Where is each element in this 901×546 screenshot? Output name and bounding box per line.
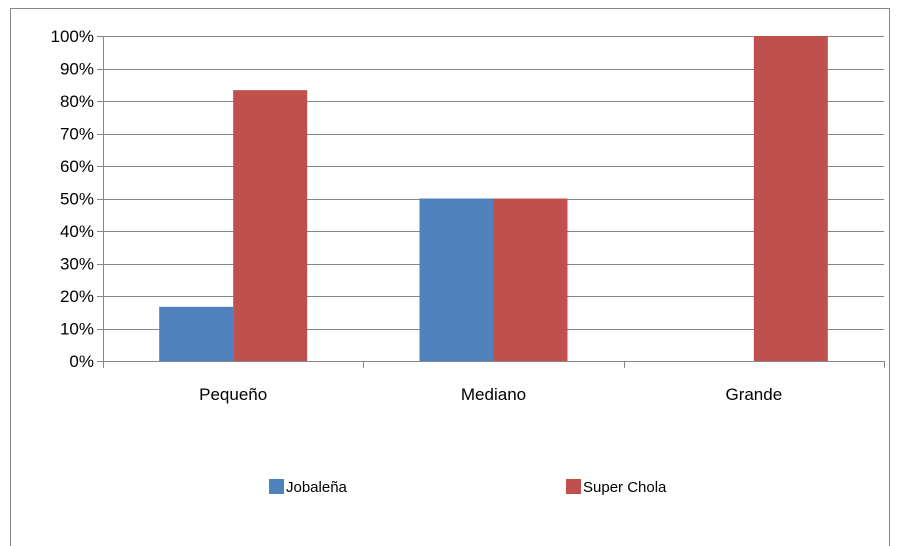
y-tick-label: 20%: [60, 287, 94, 306]
y-tick-label: 90%: [60, 60, 94, 79]
legend-label: Super Chola: [583, 479, 667, 496]
bar-jobaleña: [159, 306, 234, 361]
y-tick-label: 30%: [60, 255, 94, 274]
y-tick-label: 40%: [60, 222, 94, 241]
y-tick-label: 70%: [60, 125, 94, 144]
y-tick-label: 80%: [60, 92, 94, 111]
y-tick-label: 0%: [69, 352, 94, 371]
legend-swatch: [566, 479, 581, 494]
legend: Jobaleña Super Chola: [269, 479, 667, 496]
y-tick-label: 60%: [60, 157, 94, 176]
x-tick-label: Mediano: [461, 385, 526, 404]
y-tick-label: 100%: [51, 27, 94, 46]
y-tick-label: 50%: [60, 190, 94, 209]
bar-jobaleña: [419, 198, 494, 361]
bar-super-chola: [493, 198, 568, 361]
x-tick-label: Pequeño: [199, 385, 267, 404]
legend-label: Jobaleña: [286, 479, 348, 496]
x-tick-label: Grande: [725, 385, 782, 404]
bars: [159, 36, 828, 362]
legend-swatch: [269, 479, 284, 494]
bar-super-chola: [753, 36, 828, 361]
axes: 0% 10% 20% 30% 40% 50% 60% 70% 80% 90% 100% Pequeño…: [51, 27, 885, 404]
bar-super-chola: [233, 90, 308, 362]
y-tick-label: 10%: [60, 320, 94, 339]
